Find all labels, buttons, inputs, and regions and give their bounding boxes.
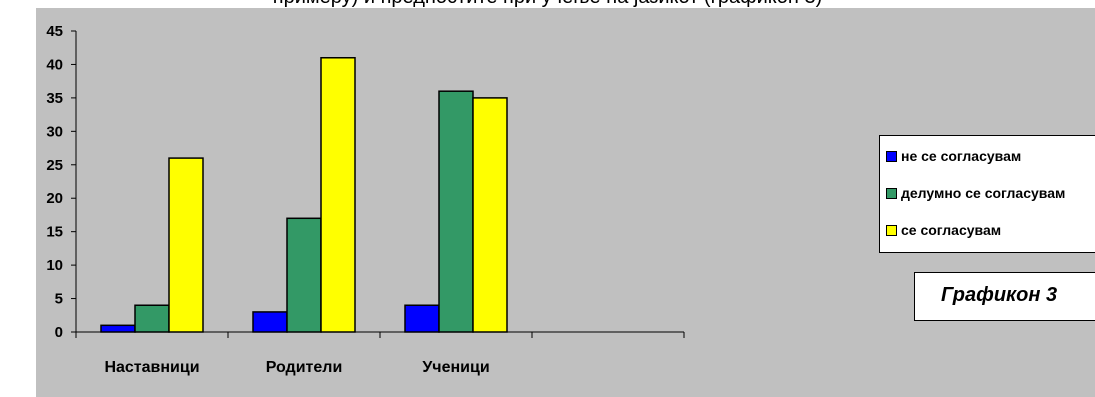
y-tick-label: 35: [46, 90, 63, 107]
bar-2-3: [438, 90, 474, 333]
x-category-label: Ученици: [422, 359, 489, 376]
y-tick-label: 25: [46, 157, 63, 174]
legend-item-ne-se-soglasuvam: не се согласувам: [886, 146, 1021, 166]
legend-item-delumno-se-soglasuvam: делумно се согласувам: [886, 183, 1065, 203]
y-tick-label: 5: [55, 291, 63, 308]
chart-legend: не се согласувам делумно се согласувам с…: [879, 135, 1095, 253]
chart-caption: Графикон 3: [941, 284, 1058, 306]
y-tick-label: 30: [46, 123, 63, 140]
legend-label-series-2: делумно се согласувам: [901, 185, 1066, 201]
legend-swatch-series-2: [886, 187, 897, 199]
x-category-label: Родители: [266, 359, 343, 376]
chart-area: 0 5 10 15 20 25 30 35 40 45 Наставници Родители Учен…: [36, 8, 1095, 397]
chart-caption-box: Графикон 3: [914, 272, 1095, 321]
legend-label-series-3: се согласувам: [901, 222, 1002, 238]
bar-chart: 0 5 10 15 20 25 30 35 40 45 Наставници Родители Учен…: [46, 23, 685, 376]
legend-swatch-series-1: [886, 150, 897, 162]
y-tick-label: 0: [55, 324, 63, 341]
y-tick-label: 10: [46, 257, 63, 274]
chart-axes: [71, 30, 685, 338]
legend-swatch-series-3: [886, 224, 897, 236]
legend-label-series-1: не се согласувам: [901, 148, 1022, 164]
page-header-text: примеру) и предностите при учење на јази…: [0, 0, 1095, 8]
bar-3-3: [472, 97, 508, 333]
y-tick-label: 40: [46, 56, 63, 73]
bar-2-1: [134, 304, 170, 333]
y-tick-label: 45: [46, 23, 63, 40]
bar-2-2: [286, 217, 322, 333]
bar-1-2: [252, 311, 288, 333]
legend-item-se-soglasuvam: се согласувам: [886, 220, 1001, 240]
y-tick-label: 15: [46, 224, 63, 241]
bar-1-3: [404, 304, 440, 333]
x-category-label: Наставници: [104, 359, 199, 376]
bar-1-1: [100, 324, 136, 333]
chart-labels: 0 5 10 15 20 25 30 35 40 45 Наставници Родители Учен…: [46, 23, 489, 376]
bar-3-2: [320, 57, 356, 333]
bar-3-1: [168, 157, 204, 333]
chart-bars: [100, 57, 508, 333]
y-tick-label: 20: [46, 190, 63, 207]
